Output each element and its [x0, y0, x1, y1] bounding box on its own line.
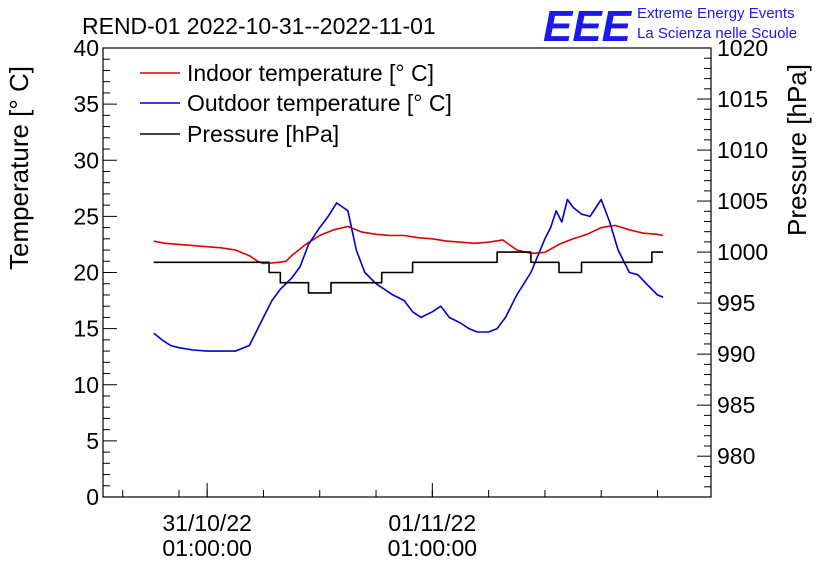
y-right-tick-label: 995 — [717, 290, 755, 316]
y-right-tick-label: 1005 — [717, 188, 768, 214]
y-axis-left-label: Temperature [° C] — [4, 66, 34, 270]
legend-pressure-label: Pressure [hPa] — [187, 121, 339, 147]
eee-logo-mark: EEE — [543, 2, 633, 51]
x-tick-label-time: 01:00:00 — [388, 535, 478, 561]
y-left-tick-label: 25 — [73, 203, 99, 229]
legend: Indoor temperature [° C] Outdoor tempera… — [140, 60, 452, 147]
y-right-tick-label: 1020 — [717, 35, 768, 61]
y-left-tick-label: 30 — [73, 147, 99, 173]
y-left-tick-label: 35 — [73, 91, 99, 117]
y-axis-right-label: Pressure [hPa] — [782, 64, 812, 236]
y-right-tick-label: 985 — [717, 392, 755, 418]
legend-outdoor-label: Outdoor temperature [° C] — [187, 90, 452, 116]
y-right-tick-label: 1010 — [717, 137, 768, 163]
y-left-tick-label: 15 — [73, 316, 99, 342]
y-right-tick-label: 1015 — [717, 86, 768, 112]
y-right-tick-label: 1000 — [717, 239, 768, 265]
y-left-tick-label: 20 — [73, 260, 99, 286]
axes-ticks: 0510152025303540980985990995100010051010… — [73, 35, 768, 561]
eee-logo: EEE Extreme Energy Events La Scienza nel… — [543, 2, 797, 51]
eee-logo-line1: Extreme Energy Events — [637, 5, 795, 22]
x-tick-label-date: 31/10/22 — [162, 510, 252, 536]
x-tick-label-date: 01/11/22 — [388, 510, 476, 536]
x-tick-label-time: 01:00:00 — [162, 535, 252, 561]
series-line-indoor — [153, 224, 664, 265]
series-lines — [153, 198, 664, 352]
y-left-tick-label: 10 — [73, 372, 99, 398]
legend-indoor-label: Indoor temperature [° C] — [187, 60, 434, 86]
y-left-tick-label: 40 — [73, 35, 99, 61]
eee-logo-line2: La Scienza nelle Scuole — [637, 25, 797, 42]
y-right-tick-label: 990 — [717, 341, 755, 367]
y-right-tick-label: 980 — [717, 443, 755, 469]
y-left-tick-label: 5 — [86, 428, 99, 454]
chart-title: REND-01 2022-10-31--2022-11-01 — [82, 13, 436, 39]
y-left-tick-label: 0 — [86, 484, 99, 510]
series-line-pressure — [153, 251, 664, 294]
series-line-outdoor — [153, 198, 664, 352]
